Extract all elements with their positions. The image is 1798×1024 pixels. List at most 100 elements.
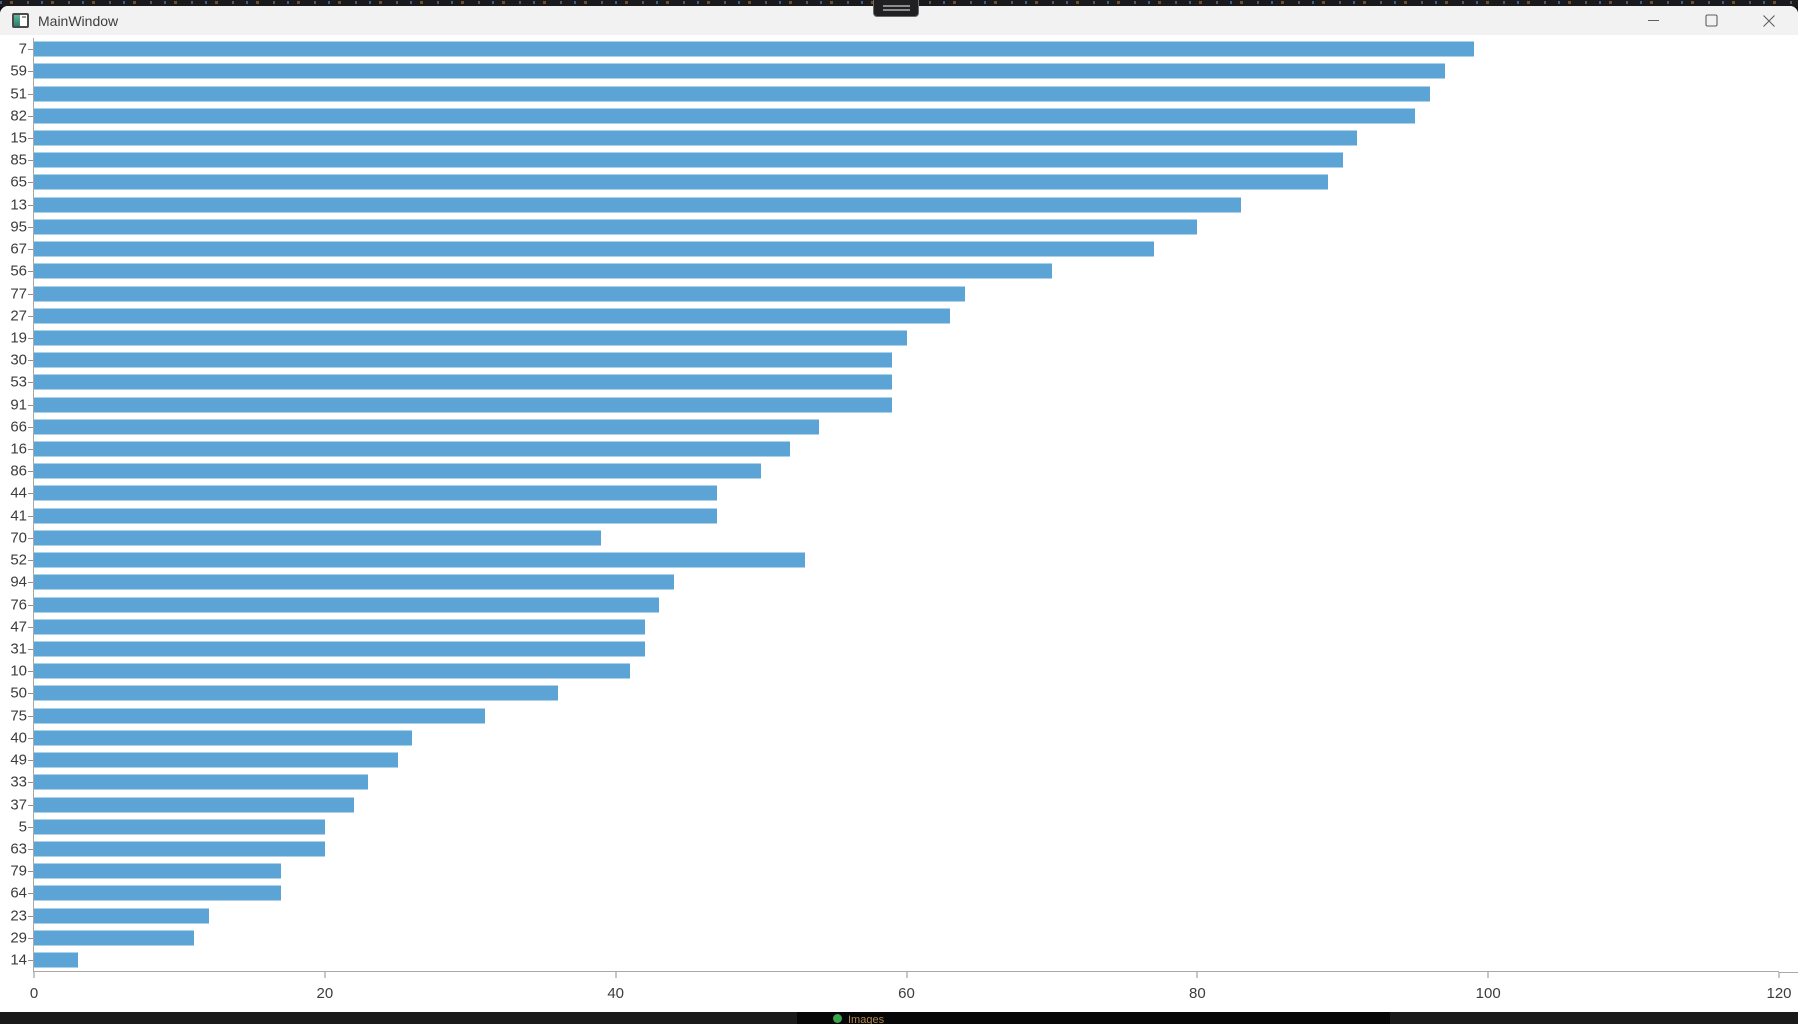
y-tick-label: 10	[10, 662, 27, 680]
y-tick-label: 49	[10, 751, 27, 769]
y-tick-mark	[28, 626, 33, 628]
y-tick-label: 40	[10, 729, 27, 747]
minimize-button[interactable]	[1624, 6, 1682, 35]
y-tick-mark	[28, 449, 33, 451]
drag-handle-line	[882, 9, 910, 11]
close-icon	[1763, 14, 1775, 27]
y-tick-label: 19	[10, 329, 27, 347]
bar-row: 5	[19, 816, 1779, 838]
bar	[34, 86, 1430, 102]
y-tick-mark	[28, 937, 33, 939]
bar-row: 33	[10, 771, 1779, 793]
bar	[34, 774, 369, 790]
y-tick-mark	[28, 115, 33, 117]
bar	[34, 797, 354, 813]
bar	[34, 641, 645, 657]
x-tick-label: 0	[29, 985, 39, 1002]
taskbar-item-icon	[833, 1014, 842, 1023]
y-tick-label: 85	[10, 151, 27, 169]
bar-row: 65	[10, 171, 1779, 193]
y-tick-mark	[28, 49, 33, 51]
bar-row: 66	[10, 416, 1779, 438]
bar-row: 91	[10, 394, 1779, 416]
x-tick-label: 100	[1475, 985, 1501, 1002]
y-tick-mark	[28, 604, 33, 606]
y-tick-label: 82	[10, 107, 27, 125]
y-tick-label: 15	[10, 129, 27, 147]
bar	[34, 530, 602, 546]
y-tick-label: 33	[10, 773, 27, 791]
y-tick-mark	[28, 404, 33, 406]
bar	[34, 552, 805, 568]
bar	[34, 63, 1445, 79]
x-tick-mark	[1487, 972, 1489, 978]
bar-row: 52	[10, 549, 1779, 571]
y-tick-mark	[28, 493, 33, 495]
y-tick-label: 14	[10, 951, 27, 969]
y-tick-label: 91	[10, 396, 27, 414]
plot-area: 7 59 51 82 15 85 65 13 95 67 56 77 27 19 30 53 91 66 16 86 4…	[10, 38, 1792, 1002]
bar	[34, 708, 485, 724]
y-tick-label: 65	[10, 173, 27, 191]
bar	[34, 41, 1474, 57]
y-tick-label: 66	[10, 418, 27, 436]
y-tick-mark	[28, 71, 33, 73]
x-tick-label: 120	[1766, 985, 1792, 1002]
bar-row: 53	[10, 371, 1779, 393]
bar-row: 75	[10, 705, 1779, 727]
screen-drag-handle[interactable]	[873, 0, 919, 17]
bar	[34, 819, 325, 835]
bar	[34, 108, 1416, 124]
bar	[34, 508, 718, 524]
bar	[34, 908, 209, 924]
y-tick-mark	[28, 137, 33, 139]
y-tick-mark	[28, 160, 33, 162]
maximize-button[interactable]	[1682, 6, 1740, 35]
bar-row: 51	[10, 82, 1779, 104]
y-tick-mark	[28, 537, 33, 539]
y-tick-mark	[28, 960, 33, 962]
y-tick-mark	[28, 93, 33, 95]
minimize-icon	[1647, 19, 1659, 22]
bar-row: 76	[10, 593, 1779, 615]
bar-row: 49	[10, 749, 1779, 771]
bar	[34, 930, 194, 946]
y-tick-label: 67	[10, 240, 27, 258]
taskbar-item-images[interactable]: Images	[833, 1013, 884, 1024]
bar	[34, 241, 1154, 257]
y-tick-label: 79	[10, 862, 27, 880]
bar-row: 30	[10, 349, 1779, 371]
bar	[34, 330, 907, 346]
x-axis-extension	[1779, 972, 1798, 973]
x-tick-label: 40	[607, 985, 624, 1002]
bar	[34, 197, 1241, 213]
bar	[34, 485, 718, 501]
bar-row: 63	[10, 838, 1779, 860]
x-tick-mark	[324, 972, 326, 978]
y-tick-mark	[28, 249, 33, 251]
close-button[interactable]	[1740, 6, 1798, 35]
y-tick-label: 95	[10, 218, 27, 236]
y-tick-label: 64	[10, 884, 27, 902]
bar	[34, 752, 398, 768]
y-tick-mark	[28, 582, 33, 584]
bar	[34, 308, 951, 324]
y-tick-mark	[28, 804, 33, 806]
bar-row: 56	[10, 260, 1779, 282]
bar-row: 64	[10, 882, 1779, 904]
bar	[34, 152, 1343, 168]
bar-row: 41	[10, 505, 1779, 527]
bar	[34, 619, 645, 635]
bar-row: 19	[10, 327, 1779, 349]
bar-row: 37	[10, 793, 1779, 815]
app-icon-pane	[14, 15, 20, 26]
x-tick-label: 60	[898, 985, 915, 1002]
main-window: MainWindow	[0, 6, 1798, 1012]
y-tick-mark	[28, 737, 33, 739]
taskbar-item-label: Images	[848, 1014, 885, 1024]
bar	[34, 352, 892, 368]
y-tick-label: 50	[10, 684, 27, 702]
bar-row: 14	[10, 949, 1779, 971]
y-tick-mark	[28, 426, 33, 428]
y-tick-mark	[28, 715, 33, 717]
